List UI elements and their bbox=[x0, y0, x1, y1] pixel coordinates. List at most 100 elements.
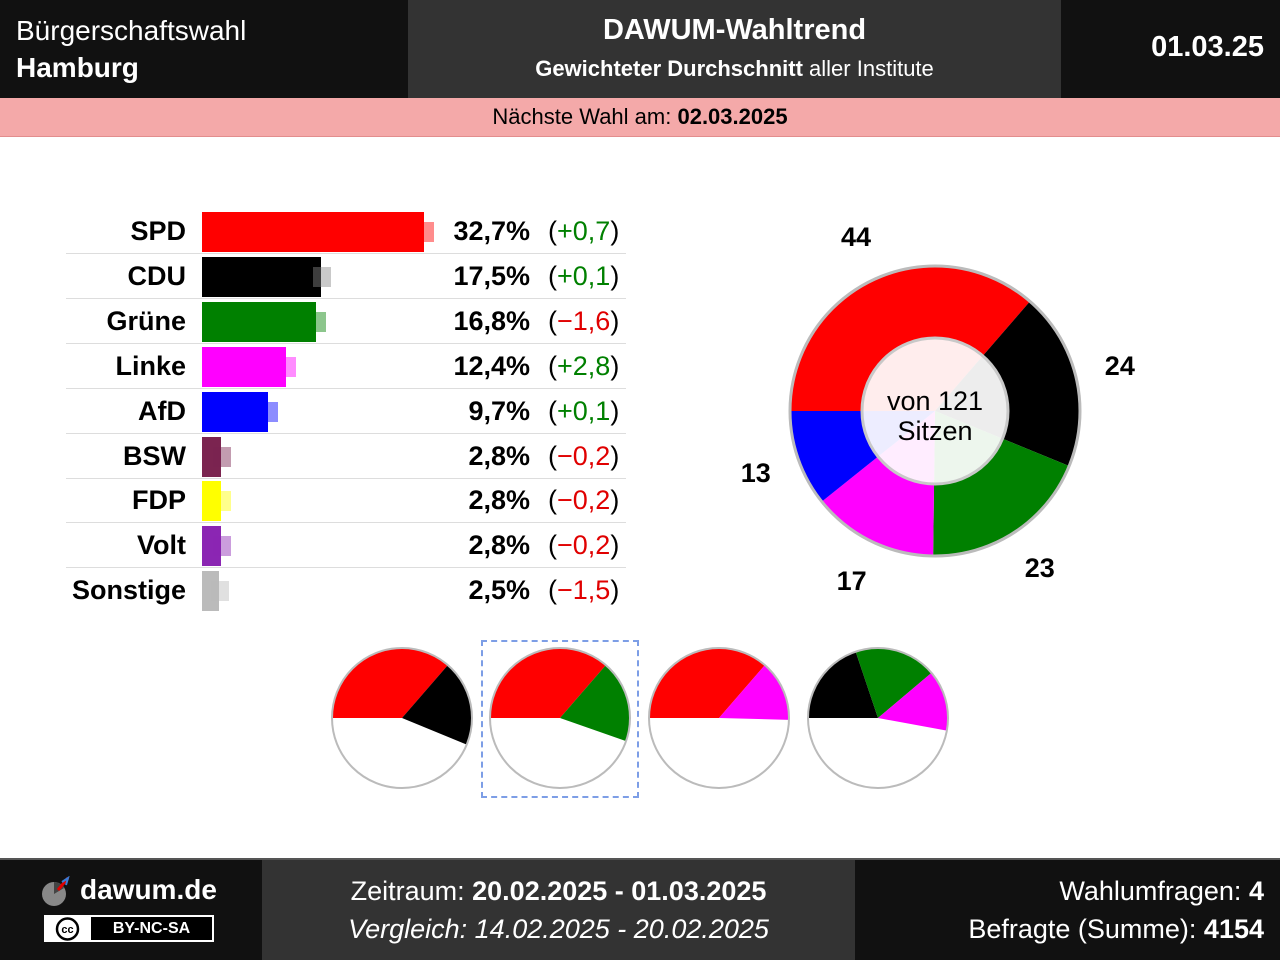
paren-open: ( bbox=[548, 530, 557, 561]
bar-row: FDP 2,8% (−0,2) bbox=[66, 479, 626, 524]
row-divider bbox=[66, 522, 626, 524]
coalition-pie bbox=[331, 647, 473, 789]
coalition-outline bbox=[331, 647, 473, 789]
party-label: Volt bbox=[137, 530, 186, 561]
paren-close: ) bbox=[610, 350, 620, 381]
bar bbox=[202, 436, 221, 477]
value-label: 16,8% bbox=[453, 305, 530, 336]
dawum-logo-icon bbox=[42, 876, 70, 906]
party-label: Grüne bbox=[106, 305, 186, 336]
donut-outline bbox=[788, 264, 1082, 558]
change-value: −0,2 bbox=[557, 485, 611, 516]
coalition-outline bbox=[489, 647, 631, 789]
bar bbox=[202, 301, 317, 342]
coalition-pie bbox=[807, 647, 949, 789]
bar-row: SPD 32,7% (+0,7) bbox=[66, 210, 626, 254]
row-divider bbox=[66, 253, 626, 254]
party-label: FDP bbox=[132, 485, 186, 516]
cc-text: cc bbox=[61, 924, 73, 936]
site-name[interactable]: dawum.de bbox=[80, 874, 217, 905]
seat-count-label: 44 bbox=[841, 222, 872, 253]
change-value: −1,5 bbox=[557, 575, 611, 606]
party-label: Linke bbox=[115, 350, 186, 381]
page-title: DAWUM-Wahltrend bbox=[602, 14, 867, 46]
row-divider bbox=[66, 342, 626, 344]
previous-value-marker bbox=[213, 446, 231, 467]
bar-row: Linke 12,4% (+2,8) bbox=[66, 345, 626, 389]
change-label: (+0,1) bbox=[548, 396, 619, 427]
coalition-slice bbox=[649, 648, 765, 718]
coalition-slice bbox=[808, 651, 878, 718]
party-label: Sonstige bbox=[71, 575, 186, 606]
election-type: Bürgerschaftswahl bbox=[16, 15, 247, 46]
previous-value-marker bbox=[213, 491, 231, 512]
value-label: 2,8% bbox=[468, 485, 530, 516]
bar bbox=[202, 212, 424, 252]
coalition-chart bbox=[323, 640, 481, 798]
row-divider bbox=[66, 297, 626, 299]
footer-divider bbox=[0, 858, 1280, 861]
previous-value-marker bbox=[416, 222, 434, 242]
paren-close: ) bbox=[610, 305, 620, 336]
previous-value-marker bbox=[213, 536, 231, 557]
value-label: 9,7% bbox=[468, 395, 530, 426]
header-region-panel: Bürgerschaftswahl Hamburg bbox=[0, 0, 408, 98]
paren-open: ( bbox=[548, 575, 557, 606]
paren-open: ( bbox=[548, 395, 557, 426]
change-value: +0,7 bbox=[557, 216, 611, 246]
donut-center-label: Sitzen bbox=[897, 416, 972, 446]
seat-count-label: 17 bbox=[836, 565, 867, 596]
bar bbox=[202, 256, 321, 297]
license-badge[interactable]: cc BY-NC-SA bbox=[44, 915, 214, 942]
change-value: +0,1 bbox=[557, 260, 611, 291]
next-election-date: 02.03.2025 bbox=[677, 104, 788, 129]
previous-value-marker bbox=[259, 401, 278, 422]
change-value: −0,2 bbox=[557, 530, 611, 561]
change-label: (+0,1) bbox=[548, 261, 619, 292]
period-label: Zeitraum: bbox=[350, 876, 465, 906]
coalition-pie bbox=[648, 647, 790, 789]
donut-center-label: von 121 bbox=[887, 386, 983, 416]
change-label: (−0,2) bbox=[548, 485, 619, 516]
paren-close: ) bbox=[610, 395, 620, 426]
coalition-chart bbox=[799, 640, 957, 798]
respondents-value: 4154 bbox=[1203, 914, 1264, 944]
header-title-panel: DAWUM-Wahltrend Gewichteter Durchschnitt… bbox=[408, 0, 1061, 98]
paren-close: ) bbox=[610, 260, 620, 291]
previous-value-marker bbox=[308, 311, 327, 332]
bar bbox=[202, 391, 268, 432]
next-election-label: Nächste Wahl am: bbox=[492, 104, 672, 129]
coalition-slice bbox=[332, 648, 448, 718]
value-label: 2,8% bbox=[468, 530, 530, 561]
compare-value: 14.02.2025 - 20.02.2025 bbox=[474, 914, 769, 944]
paren-close: ) bbox=[610, 575, 620, 606]
cc-area: cc bbox=[46, 917, 90, 941]
bar-row: BSW 2,8% (−0,2) bbox=[66, 435, 626, 479]
row-divider bbox=[66, 477, 626, 479]
coalition-slice bbox=[490, 648, 606, 718]
value-label: 32,7% bbox=[453, 216, 530, 246]
coalition-slice bbox=[719, 665, 789, 720]
bar-row: Grüne 16,8% (−1,6) bbox=[66, 300, 626, 344]
paren-open: ( bbox=[548, 305, 557, 336]
footer-brand-panel: dawum.de cc BY-NC-SA bbox=[0, 860, 262, 960]
bar bbox=[202, 346, 287, 387]
bar-row: CDU 17,5% (+0,1) bbox=[66, 255, 626, 299]
header-date-panel: 01.03.25 bbox=[1061, 0, 1280, 98]
coalition-slice bbox=[560, 665, 630, 742]
seat-slice bbox=[790, 266, 1030, 411]
change-label: (−0,2) bbox=[548, 530, 619, 561]
subtitle-bold: Gewichteter Durchschnitt bbox=[535, 56, 803, 81]
paren-open: ( bbox=[548, 440, 557, 471]
bar-row: Sonstige 2,5% (−1,5) bbox=[66, 569, 626, 613]
paren-open: ( bbox=[548, 216, 557, 246]
coalition-chart bbox=[481, 640, 639, 798]
party-label: BSW bbox=[123, 440, 186, 471]
bar-row: AfD 9,7% (+0,1) bbox=[66, 390, 626, 434]
row-divider bbox=[66, 387, 626, 389]
creative-commons-icon: cc bbox=[55, 917, 80, 941]
paren-close: ) bbox=[610, 530, 620, 561]
coalition-outline bbox=[648, 647, 790, 789]
change-value: +0,1 bbox=[557, 395, 611, 426]
